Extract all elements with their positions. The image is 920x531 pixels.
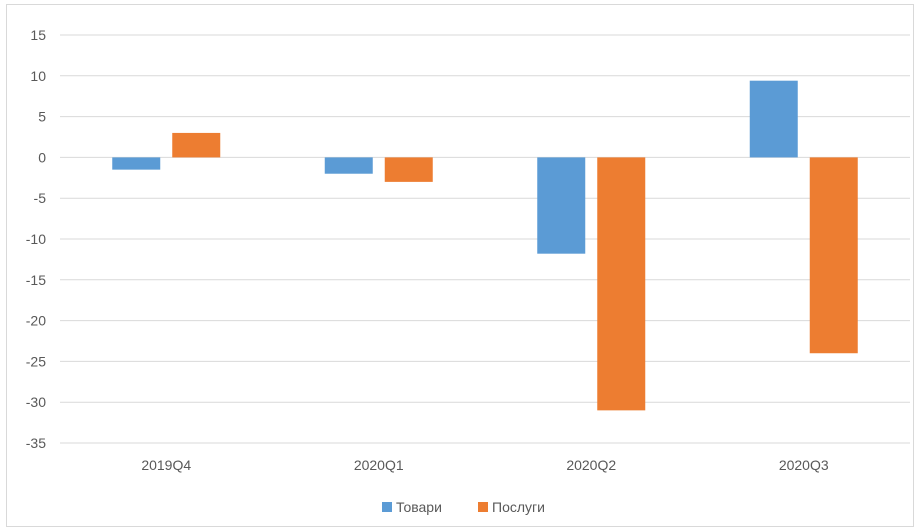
- bar-series-2: [809, 157, 858, 354]
- legend-swatch: [478, 502, 488, 512]
- bars: [112, 80, 858, 411]
- y-tick-label: 5: [38, 109, 46, 125]
- bar-series-1: [749, 80, 798, 158]
- y-axis-tick-labels: 15 10 5 0 -5 -10 -15 -20 -25 -30 -35: [26, 27, 46, 451]
- x-tick-label: 2020Q1: [354, 457, 404, 473]
- x-tick-label: 2020Q2: [566, 457, 616, 473]
- y-tick-label: -10: [26, 231, 46, 247]
- bar-series-2: [172, 132, 221, 158]
- legend-label: Послуги: [492, 499, 545, 515]
- gridlines: [60, 34, 910, 444]
- bar-series-1: [537, 157, 586, 254]
- legend-label: Товари: [396, 499, 442, 515]
- legend-swatch: [382, 502, 392, 512]
- x-tick-label: 2020Q3: [779, 457, 829, 473]
- legend: Товари Послуги: [382, 499, 545, 515]
- bar-series-1: [324, 157, 373, 174]
- y-tick-label: -15: [26, 272, 46, 288]
- y-tick-label: -30: [26, 394, 46, 410]
- x-axis-tick-labels: 2019Q4 2020Q1 2020Q2 2020Q3: [141, 457, 829, 473]
- y-tick-label: -5: [34, 190, 47, 206]
- bar-series-1: [112, 157, 161, 170]
- x-tick-label: 2019Q4: [141, 457, 191, 473]
- y-tick-label: 0: [38, 149, 46, 165]
- bar-series-2: [384, 157, 433, 182]
- y-tick-label: -20: [26, 313, 46, 329]
- bar-series-2: [597, 157, 646, 411]
- y-tick-label: 10: [30, 68, 46, 84]
- y-tick-label: 15: [30, 27, 46, 43]
- y-tick-label: -35: [26, 435, 46, 451]
- y-tick-label: -25: [26, 353, 46, 369]
